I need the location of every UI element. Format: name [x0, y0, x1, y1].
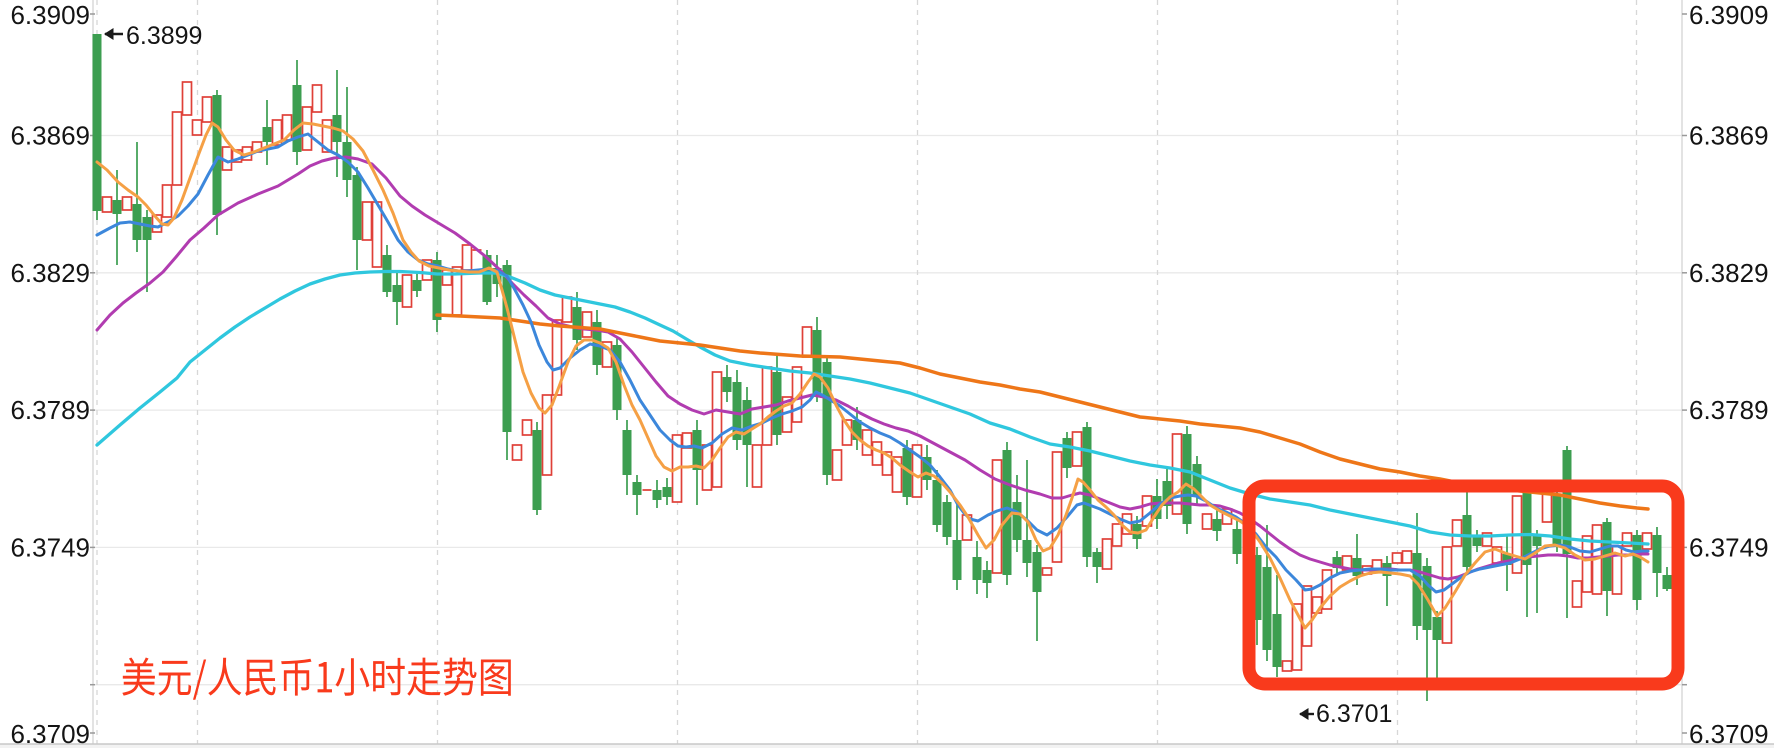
svg-text:6.3869: 6.3869 [1689, 121, 1769, 151]
svg-text:6.3709: 6.3709 [10, 719, 90, 748]
svg-text:6.3709: 6.3709 [1689, 719, 1769, 748]
svg-text:6.3909: 6.3909 [1689, 0, 1769, 30]
svg-text:6.3789: 6.3789 [1689, 395, 1769, 425]
svg-text:6.3749: 6.3749 [10, 532, 90, 562]
svg-text:6.3789: 6.3789 [10, 395, 90, 425]
svg-text:6.3829: 6.3829 [1689, 258, 1769, 288]
svg-text:6.3869: 6.3869 [10, 121, 90, 151]
svg-text:6.3899: 6.3899 [126, 22, 202, 50]
svg-text:6.3829: 6.3829 [10, 258, 90, 288]
svg-text:6.3909: 6.3909 [10, 0, 90, 30]
svg-text:6.3749: 6.3749 [1689, 532, 1769, 562]
svg-text:6.3701: 6.3701 [1316, 700, 1392, 728]
